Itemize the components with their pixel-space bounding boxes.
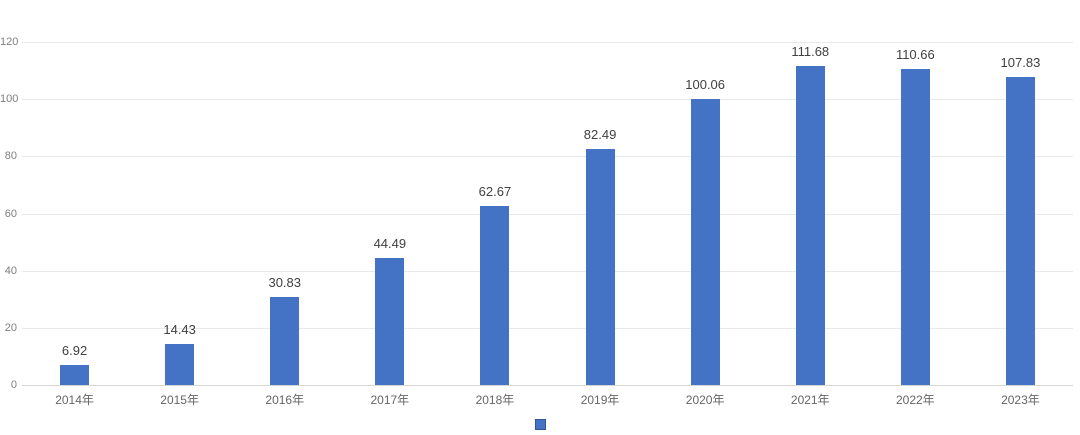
x-axis-line: [22, 385, 1073, 386]
bar-value-label: 82.49: [583, 127, 617, 143]
x-tick-label: 2014年: [55, 393, 94, 407]
bar-value-label: 6.92: [61, 343, 88, 359]
y-tick-label: 100: [0, 93, 19, 106]
x-tick-label: 2015年: [160, 393, 199, 407]
x-tick-label: 2019年: [580, 393, 620, 407]
bar-value-label: 107.83: [1000, 54, 1041, 70]
x-tick-label: 2021年: [790, 393, 830, 407]
bar-2017年[interactable]: [375, 257, 405, 385]
gridline: [22, 156, 1073, 158]
legend-swatch[interactable]: [534, 418, 546, 430]
bar-2020年[interactable]: [690, 98, 720, 385]
x-tick-label: 2016年: [265, 393, 305, 407]
bar-2018年[interactable]: [480, 205, 510, 385]
gridline: [22, 99, 1073, 101]
bar-2019年[interactable]: [585, 149, 615, 385]
x-tick-label: 2018年: [475, 393, 515, 407]
x-tick-label: 2017年: [370, 393, 410, 407]
bar-value-label: 30.83: [268, 274, 302, 290]
legend: [0, 417, 1080, 431]
bar-value-label: 110.66: [895, 46, 935, 62]
bar-2023年[interactable]: [1005, 76, 1035, 385]
gridline: [22, 327, 1073, 329]
bar-value-label: 100.06: [685, 76, 726, 92]
x-tick-label: 2022年: [895, 393, 935, 407]
bar-2014年[interactable]: [60, 365, 90, 385]
y-tick-label: 20: [4, 321, 17, 334]
y-tick-label: 40: [4, 264, 17, 277]
bar-value-label: 62.67: [478, 183, 512, 199]
y-tick-label: 0: [10, 379, 17, 391]
bar-value-label: 14.43: [163, 321, 196, 337]
bar-value-label: 111.68: [791, 43, 830, 59]
gridline: [22, 42, 1073, 43]
gridline: [22, 213, 1073, 215]
y-tick-label: 80: [4, 150, 17, 163]
bar-2016年[interactable]: [270, 296, 300, 385]
bar-2021年[interactable]: [795, 65, 825, 385]
bar-value-label: 44.49: [373, 235, 407, 251]
y-tick-label: 60: [4, 207, 17, 220]
bar-2015年[interactable]: [165, 343, 195, 385]
x-tick-label: 2020年: [685, 393, 725, 407]
gridline: [22, 270, 1073, 272]
x-tick-label: 2023年: [1001, 393, 1040, 407]
bar-2022年[interactable]: [900, 68, 930, 385]
y-tick-label: 120: [0, 36, 19, 48]
